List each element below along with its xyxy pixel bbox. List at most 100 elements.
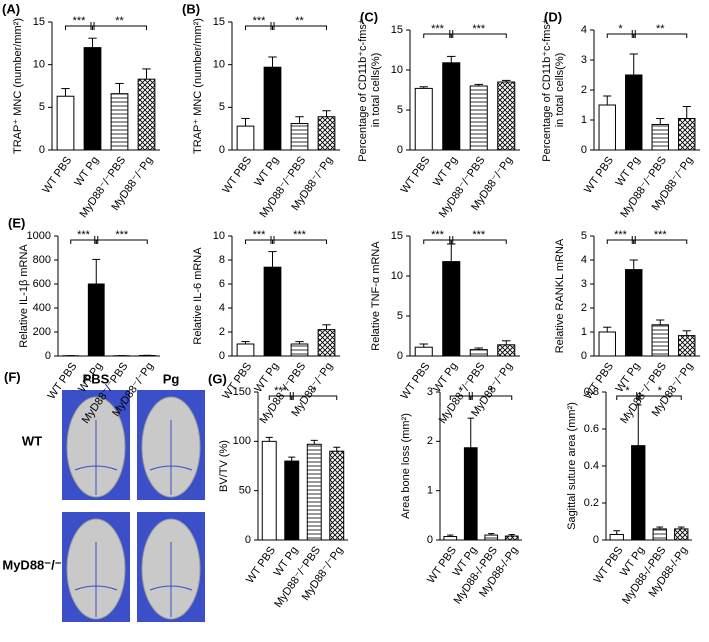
bar (290, 343, 309, 357)
y-tick-label: 15 (391, 230, 403, 242)
bar (284, 460, 300, 541)
bar (83, 47, 102, 151)
significance-bracket (633, 239, 688, 244)
y-tick-label: 100 (233, 435, 251, 447)
chart: (D)Percentage of CD11b⁺c-fms⁺ in total ce… (541, 9, 700, 220)
y-tick-label: 0 (397, 144, 403, 156)
y-tick-label: 1000 (27, 230, 51, 242)
bar (598, 104, 616, 151)
y-tick-label: 6 (219, 278, 225, 290)
significance-label: *** (253, 15, 267, 27)
bar (414, 87, 433, 151)
y-tick-label: 200 (33, 326, 51, 338)
bar (236, 343, 255, 357)
bar (651, 124, 669, 151)
significance-bracket (291, 395, 338, 400)
y-tick-label: 4 (581, 24, 587, 36)
y-axis-label: BV/TV (%) (218, 440, 230, 492)
bracket-divider (631, 30, 636, 38)
bar (625, 74, 643, 151)
y-tick-label: 150 (233, 386, 251, 398)
significance-label: *** (431, 229, 445, 241)
y-tick-label: 10 (33, 59, 45, 71)
y-tick-label: 0 (219, 350, 225, 362)
bar (678, 118, 696, 151)
y-tick-label: 4 (581, 254, 587, 266)
x-tick-label: WT PBS (592, 545, 626, 586)
significance-label: *** (472, 23, 486, 35)
panel-label: (G) (208, 371, 227, 386)
y-tick-label: 5 (397, 104, 403, 116)
panel-label: (E) (8, 215, 25, 230)
significance-bracket (272, 25, 327, 30)
x-tick-label: WT PBS (425, 545, 459, 586)
y-axis-label: Relative IL-1β mRNA (18, 244, 30, 348)
y-tick-label: 10 (391, 270, 403, 282)
bar (87, 283, 105, 357)
chart: (C)Percentage of CD11b⁺c-fms⁺ in total ce… (357, 9, 520, 220)
bar (504, 535, 519, 541)
x-tick-label: WT Pg (431, 361, 460, 395)
significance-label: * (312, 385, 317, 397)
y-tick-label: 5 (39, 101, 45, 113)
significance-bracket (450, 33, 507, 38)
bracket-divider (270, 236, 275, 244)
row-label: MyD88⁻/⁻ (2, 557, 61, 572)
bar (110, 93, 129, 151)
y-tick-label: 0 (397, 350, 403, 362)
y-tick-label: 0 (39, 144, 45, 156)
bracket-divider (449, 30, 454, 38)
skull-images (62, 390, 205, 622)
column-label: PBS (83, 371, 110, 386)
significance-label: ** (115, 15, 124, 27)
bar (674, 528, 689, 541)
panel-label: (D) (544, 9, 562, 24)
significance-bracket (633, 33, 688, 38)
bar (306, 443, 322, 541)
y-tick-label: 3 (581, 54, 587, 66)
significance-label: *** (472, 229, 486, 241)
y-tick-label: 15 (213, 16, 225, 28)
y-tick-label: 3 (581, 278, 587, 290)
y-tick-label: 600 (33, 278, 51, 290)
column-label: Pg (163, 371, 180, 386)
bar (261, 440, 277, 541)
y-axis-label: in total cells(%) (554, 53, 566, 128)
x-tick-label: WT PBS (40, 155, 74, 196)
y-axis-label: Percentage of CD11b⁺c-fms⁺ (541, 18, 553, 162)
significance-label: * (489, 385, 494, 397)
y-tick-label: 800 (33, 254, 51, 266)
x-tick-label: WT PBS (399, 155, 433, 196)
bar (631, 445, 646, 541)
y-tick-label: 0.4 (584, 460, 599, 472)
y-tick-label: 2 (581, 84, 587, 96)
significance-label: *** (274, 385, 288, 397)
bar (263, 66, 282, 151)
bar (290, 123, 309, 151)
y-tick-label: 2 (219, 326, 225, 338)
y-axis-label: Area bone loss (mm²) (400, 413, 412, 519)
y-axis-label: Percentage of CD11b⁺c-fms⁺ (357, 18, 369, 162)
bar (609, 533, 624, 541)
bracket-divider (94, 236, 99, 244)
significance-label: * (618, 23, 623, 35)
y-axis-label: Relative TNF-α mRNA (370, 241, 382, 351)
y-tick-label: 15 (33, 16, 45, 28)
significance-label: *** (431, 23, 445, 35)
significance-label: * (658, 385, 663, 397)
x-tick-label: WT PBS (582, 155, 616, 196)
y-tick-label: 5 (219, 101, 225, 113)
x-tick-label: WT Pg (431, 155, 460, 189)
y-axis-label: Relative IL-6 mRNA (192, 247, 204, 345)
y-tick-label: 0 (245, 534, 251, 546)
significance-bracket (450, 239, 507, 244)
y-axis-label: Sagittal suture area (mm²) (566, 402, 578, 530)
bar (678, 335, 696, 357)
bracket-divider (90, 22, 95, 30)
y-tick-label: 3 (427, 386, 433, 398)
bar (598, 331, 616, 357)
x-tick-label: WT PBS (244, 545, 278, 586)
